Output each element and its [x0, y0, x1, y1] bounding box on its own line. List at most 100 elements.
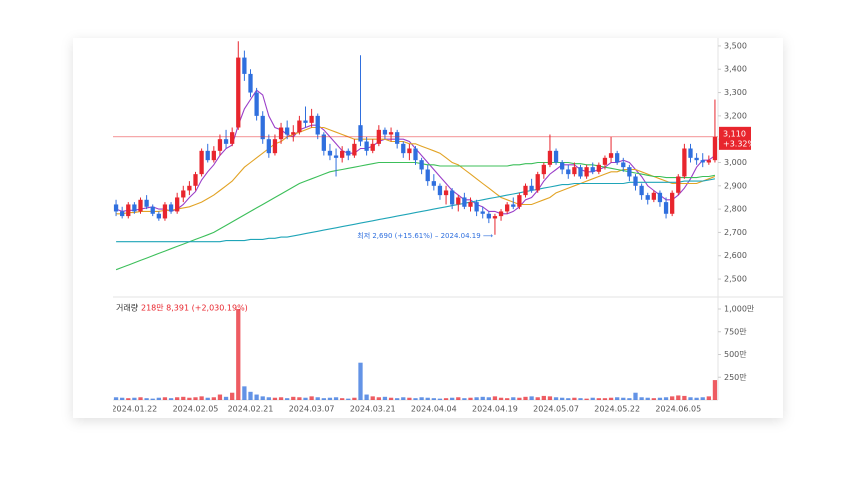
volume-bar: [303, 397, 308, 400]
candle-body: [468, 202, 473, 207]
volume-bar: [456, 397, 461, 400]
volume-bar: [706, 396, 711, 400]
candle-body: [156, 213, 161, 219]
volume-bar: [590, 397, 595, 400]
volume-bar: [700, 397, 705, 400]
candle-body: [266, 139, 271, 154]
candle-body: [419, 160, 424, 170]
volume-bar: [126, 398, 131, 400]
candle-body: [547, 150, 553, 165]
volume-bar: [529, 396, 534, 400]
volume-bar: [236, 309, 241, 400]
volume-bar: [431, 398, 436, 400]
volume-bar: [633, 392, 638, 400]
candle-body: [663, 202, 669, 214]
x-tick-label: 2024.04.19: [472, 405, 518, 414]
candle-body: [676, 176, 681, 193]
last-price-label: 3,110: [723, 129, 746, 138]
candle-body: [651, 192, 656, 200]
candle-body: [486, 213, 491, 219]
volume-bar: [181, 396, 186, 400]
volume-bar: [175, 397, 180, 400]
candle-body: [205, 150, 210, 161]
candle-body: [272, 139, 278, 154]
volume-tick-label: 750만: [724, 327, 747, 336]
volume-tick-label: 250만: [724, 373, 747, 382]
y-tick-label: 3,500: [724, 41, 747, 50]
volume-bar: [553, 397, 559, 400]
x-tick-label: 2024.03.07: [289, 405, 335, 414]
volume-bar: [193, 397, 198, 400]
volume-bar: [217, 394, 223, 400]
candle-body: [132, 204, 137, 212]
y-tick-label: 3,000: [724, 158, 747, 167]
x-labels: 2024.01.22 2024.02.05 2024.02.21 2024.03.07…: [113, 405, 701, 414]
moving-average: [116, 178, 716, 243]
volume-bar: [517, 397, 522, 400]
volume-bar: [657, 397, 663, 400]
volume-bar: [285, 398, 290, 400]
volume-bar: [242, 386, 247, 400]
volume-bar: [425, 397, 430, 400]
volume-bar: [584, 398, 589, 400]
x-tick-label: 2024.02.21: [228, 405, 274, 414]
volume-bar: [712, 380, 718, 400]
volume-tick-label: 500만: [724, 350, 747, 359]
volume-bar: [162, 397, 168, 400]
candle-body: [505, 204, 510, 212]
candle-body: [144, 199, 149, 207]
candle-body: [395, 132, 400, 144]
candle-body: [590, 167, 595, 172]
volume-bar: [602, 398, 608, 400]
candle-body: [327, 150, 333, 156]
volume-bar: [511, 397, 516, 400]
candle-body: [217, 139, 223, 151]
volume-bar: [462, 398, 467, 400]
candle-body: [291, 132, 296, 135]
volume-bar: [230, 392, 235, 400]
volume-bar: [419, 397, 424, 400]
candle-body: [517, 195, 522, 207]
candle-body: [523, 185, 528, 196]
volume-bar: [694, 397, 699, 400]
candle-body: [657, 192, 663, 203]
candle-body: [333, 155, 339, 158]
candle-body: [450, 190, 455, 205]
volume-bar: [211, 397, 216, 400]
candle-body: [242, 57, 247, 74]
volume-bar: [309, 396, 314, 400]
volume-bar: [627, 398, 632, 400]
candle-body: [364, 141, 369, 151]
candle-body: [492, 216, 498, 219]
candle-body: [150, 206, 155, 214]
volume-bar: [566, 398, 571, 400]
candle-body: [401, 143, 406, 154]
volume-bar: [450, 397, 455, 400]
volume-bar: [395, 398, 400, 400]
candle-body: [285, 127, 290, 135]
candle-body: [602, 157, 608, 165]
volume-bar: [615, 397, 620, 400]
volume-bar: [297, 397, 302, 400]
candle-body: [462, 197, 467, 207]
candle-body: [584, 167, 589, 177]
volume-bar: [480, 396, 485, 400]
candle-body: [388, 132, 394, 135]
candle-body: [596, 164, 601, 172]
candle-body: [480, 211, 485, 214]
candle-body: [175, 197, 180, 212]
volume-bar: [437, 398, 443, 400]
candle-body: [443, 190, 449, 196]
volume-bar: [688, 397, 693, 400]
volume-bar: [407, 397, 412, 400]
volume-bar: [560, 397, 565, 400]
volume-summary: 218만 8,391 (+2,030.19%): [141, 304, 248, 313]
volume-bar: [205, 397, 210, 400]
candle-body: [236, 57, 241, 128]
volume-bar: [132, 397, 137, 400]
volume-bar: [156, 397, 161, 400]
candle-body: [541, 164, 546, 175]
candle-body: [199, 150, 204, 175]
candle-body: [346, 150, 351, 156]
